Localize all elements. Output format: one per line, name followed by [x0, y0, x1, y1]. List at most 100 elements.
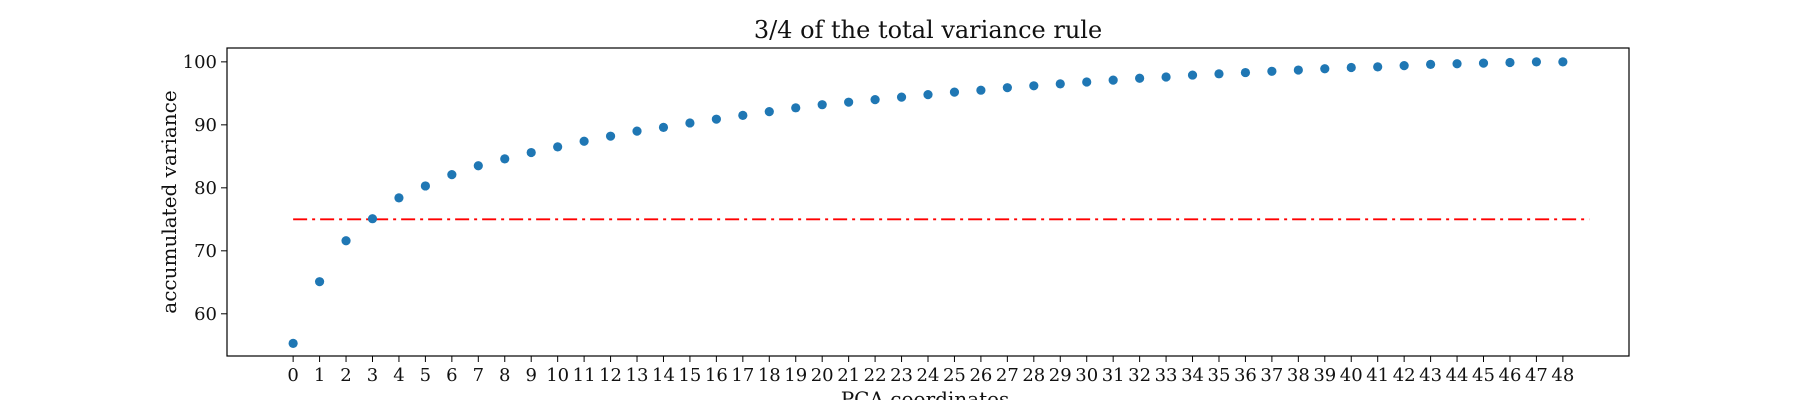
- data-point: [1240, 67, 1251, 78]
- x-tick-label: 19: [784, 365, 807, 386]
- data-point: [764, 107, 774, 117]
- data-point: [1505, 57, 1515, 68]
- data-point: [1320, 64, 1330, 74]
- x-tick-label: 25: [943, 365, 966, 386]
- x-tick-label: 29: [1049, 365, 1072, 386]
- data-points: [288, 57, 1568, 349]
- x-tick-label: 21: [837, 365, 860, 386]
- x-tick-label: 17: [731, 365, 754, 386]
- data-point: [579, 136, 589, 146]
- data-point: [711, 114, 721, 124]
- data-point: [420, 181, 430, 191]
- data-point: [1135, 73, 1145, 83]
- data-point: [1426, 59, 1436, 69]
- x-tick-label: 35: [1208, 365, 1231, 386]
- data-point: [1558, 57, 1568, 67]
- x-tick-label: 1: [314, 365, 325, 386]
- x-tick-label: 36: [1234, 365, 1257, 386]
- data-point: [1531, 57, 1542, 67]
- data-point: [605, 131, 616, 141]
- x-tick-label: 26: [969, 365, 992, 386]
- y-tick-label: 90: [194, 115, 217, 136]
- x-tick-label: 6: [446, 365, 457, 386]
- data-point: [1055, 79, 1065, 89]
- x-tick-label: 28: [1022, 365, 1045, 386]
- data-point: [896, 92, 907, 102]
- x-tick-label: 0: [287, 365, 298, 386]
- data-point: [288, 338, 298, 349]
- data-point: [1214, 69, 1224, 79]
- x-axis-label: PCA coordinates: [841, 387, 1010, 400]
- x-tick-label: 15: [678, 365, 701, 386]
- x-tick-label: 24: [917, 365, 940, 386]
- data-point: [1399, 61, 1409, 71]
- x-tick-label: 8: [499, 365, 510, 386]
- y-tick-label: 100: [183, 52, 217, 73]
- x-tick-label: 48: [1551, 365, 1574, 386]
- x-tick-label: 22: [864, 365, 887, 386]
- data-point: [1161, 72, 1171, 82]
- x-tick-label: 34: [1181, 365, 1204, 386]
- data-point: [1373, 62, 1383, 72]
- y-axis-label: accumulated variance: [157, 90, 181, 313]
- data-point: [844, 97, 854, 107]
- data-point: [658, 122, 669, 132]
- data-point: [870, 95, 880, 105]
- data-point: [1108, 75, 1118, 85]
- x-tick-label: 47: [1525, 365, 1548, 386]
- x-axis-ticks: 0 1 2 3 4 5 6 7 8 9 10 11 12 13 14 15 16 17 18 19 20 21 22 23 24…: [287, 356, 1574, 386]
- x-tick-label: 16: [705, 365, 728, 386]
- x-tick-label: 20: [811, 365, 834, 386]
- x-tick-label: 4: [393, 365, 404, 386]
- x-tick-label: 39: [1313, 365, 1336, 386]
- x-tick-label: 43: [1419, 365, 1442, 386]
- y-tick-label: 60: [194, 304, 217, 325]
- data-point: [1002, 83, 1012, 93]
- x-tick-label: 45: [1472, 365, 1495, 386]
- data-point: [1029, 81, 1039, 91]
- y-axis-ticks: 60 70 80 90 100: [183, 52, 227, 325]
- data-point: [473, 161, 483, 171]
- y-tick-label: 80: [194, 178, 217, 199]
- data-point: [1082, 77, 1092, 87]
- x-tick-label: 33: [1155, 365, 1178, 386]
- x-tick-label: 30: [1075, 365, 1098, 386]
- data-point: [923, 90, 933, 100]
- data-point: [949, 87, 960, 97]
- data-point: [367, 214, 378, 224]
- x-tick-label: 14: [652, 365, 675, 386]
- x-tick-label: 2: [340, 365, 351, 386]
- data-point: [314, 277, 325, 287]
- data-point: [1293, 65, 1303, 75]
- x-tick-label: 10: [546, 365, 569, 386]
- data-point: [526, 147, 536, 158]
- data-point: [394, 193, 404, 203]
- x-tick-label: 46: [1499, 365, 1522, 386]
- data-point: [553, 142, 563, 152]
- x-tick-label: 23: [890, 365, 913, 386]
- y-tick-label: 70: [194, 241, 217, 262]
- x-tick-label: 12: [599, 365, 622, 386]
- data-point: [976, 85, 986, 95]
- data-point: [1478, 58, 1489, 68]
- x-tick-label: 31: [1102, 365, 1125, 386]
- x-tick-label: 27: [996, 365, 1019, 386]
- data-point: [1187, 70, 1198, 80]
- data-point: [738, 110, 748, 120]
- x-tick-label: 37: [1260, 365, 1283, 386]
- x-tick-label: 13: [626, 365, 649, 386]
- x-tick-label: 40: [1340, 365, 1363, 386]
- data-point: [632, 126, 642, 136]
- data-point: [500, 154, 510, 164]
- data-point: [1267, 66, 1277, 76]
- data-point: [685, 118, 695, 128]
- x-tick-label: 38: [1287, 365, 1310, 386]
- data-point: [817, 100, 827, 110]
- x-tick-label: 18: [758, 365, 781, 386]
- x-tick-label: 3: [367, 365, 378, 386]
- chart-title: 3/4 of the total variance rule: [754, 16, 1102, 44]
- data-point: [791, 103, 801, 113]
- x-tick-label: 42: [1393, 365, 1416, 386]
